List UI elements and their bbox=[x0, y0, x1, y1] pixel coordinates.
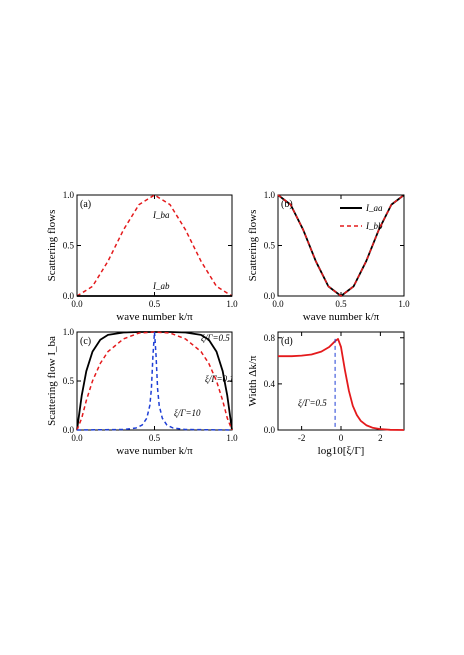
y-tick-label: 1.0 bbox=[63, 190, 75, 200]
x-tick-label: 0.5 bbox=[149, 433, 161, 443]
y-tick-label: 0.5 bbox=[63, 241, 75, 251]
panel-a: (a) Scattering flows wave number k/π I_b… bbox=[46, 190, 238, 323]
x-tick-label: 0.0 bbox=[71, 433, 83, 443]
legend-label-iaa: I_aa bbox=[365, 203, 383, 213]
x-tick-label: 0.5 bbox=[149, 299, 161, 309]
y-axis-label-a: Scattering flows bbox=[46, 210, 58, 282]
x-tick-label: 2 bbox=[378, 433, 383, 443]
panel-b: (b) Scattering flows wave number k/π I_a… bbox=[247, 190, 410, 323]
annotation-xi-0-1: ξ/Γ=0.1 bbox=[205, 374, 234, 384]
y-axis-label-d: Width Δk/π bbox=[247, 355, 259, 406]
series-line bbox=[277, 194, 405, 297]
plot-frame-b bbox=[277, 194, 405, 297]
y-tick-label: 0.0 bbox=[63, 291, 75, 301]
x-tick-label: 0.0 bbox=[71, 299, 83, 309]
y-tick-label: 1.0 bbox=[264, 190, 276, 200]
x-tick-label: 0.5 bbox=[335, 299, 347, 309]
marker-label: ξ/Γ=0.5 bbox=[298, 398, 327, 408]
x-tick-label: 1.0 bbox=[226, 299, 238, 309]
panel-label-d: (d) bbox=[281, 336, 293, 347]
x-tick-label: 0.0 bbox=[272, 299, 284, 309]
panel-c: (c) Scattering flow I_ba wave number k/π… bbox=[46, 327, 238, 457]
series-label-iab: I_ab bbox=[152, 281, 170, 291]
annotation-xi-0-5: ξ/Γ=0.5 bbox=[201, 333, 230, 343]
panel-label-c: (c) bbox=[80, 336, 91, 347]
y-tick-label: 0.0 bbox=[264, 291, 276, 301]
x-tick-label: 1.0 bbox=[398, 299, 410, 309]
y-axis-label-b: Scattering flows bbox=[247, 210, 259, 282]
series-line bbox=[76, 331, 233, 431]
y-tick-label: 0.5 bbox=[264, 241, 276, 251]
y-tick-label: 0.4 bbox=[264, 379, 276, 389]
x-axis-label-d: log10[ξ/Γ] bbox=[318, 445, 365, 457]
x-axis-label-a: wave number k/π bbox=[116, 311, 193, 323]
series-line bbox=[278, 337, 405, 431]
x-tick-label: 0 bbox=[339, 433, 344, 443]
y-tick-label: 0.0 bbox=[63, 425, 75, 435]
x-axis-label-b: wave number k/π bbox=[303, 311, 380, 323]
series-label-iba: I_ba bbox=[152, 210, 170, 220]
y-tick-label: 0.5 bbox=[63, 376, 75, 386]
series-line bbox=[76, 331, 233, 431]
y-axis-label-c: Scattering flow I_ba bbox=[46, 336, 58, 426]
y-tick-label: 0.0 bbox=[264, 425, 276, 435]
x-tick-label: -2 bbox=[298, 433, 306, 443]
x-tick-label: 1.0 bbox=[226, 433, 238, 443]
series-line bbox=[277, 194, 405, 297]
annotation-xi-10: ξ/Γ=10 bbox=[174, 408, 201, 418]
panel-label-a: (a) bbox=[80, 199, 91, 210]
y-tick-label: 0.8 bbox=[264, 333, 276, 343]
x-axis-label-c: wave number k/π bbox=[116, 445, 193, 457]
series-line bbox=[76, 194, 233, 297]
legend-label-ibb: I_bb bbox=[365, 221, 383, 231]
panel-label-b: (b) bbox=[281, 199, 293, 210]
panel-d: (d) Width Δk/π log10[ξ/Γ] ξ/Γ=0.5 -2 0 2 0.… bbox=[247, 331, 405, 457]
y-tick-label: 1.0 bbox=[63, 327, 75, 337]
